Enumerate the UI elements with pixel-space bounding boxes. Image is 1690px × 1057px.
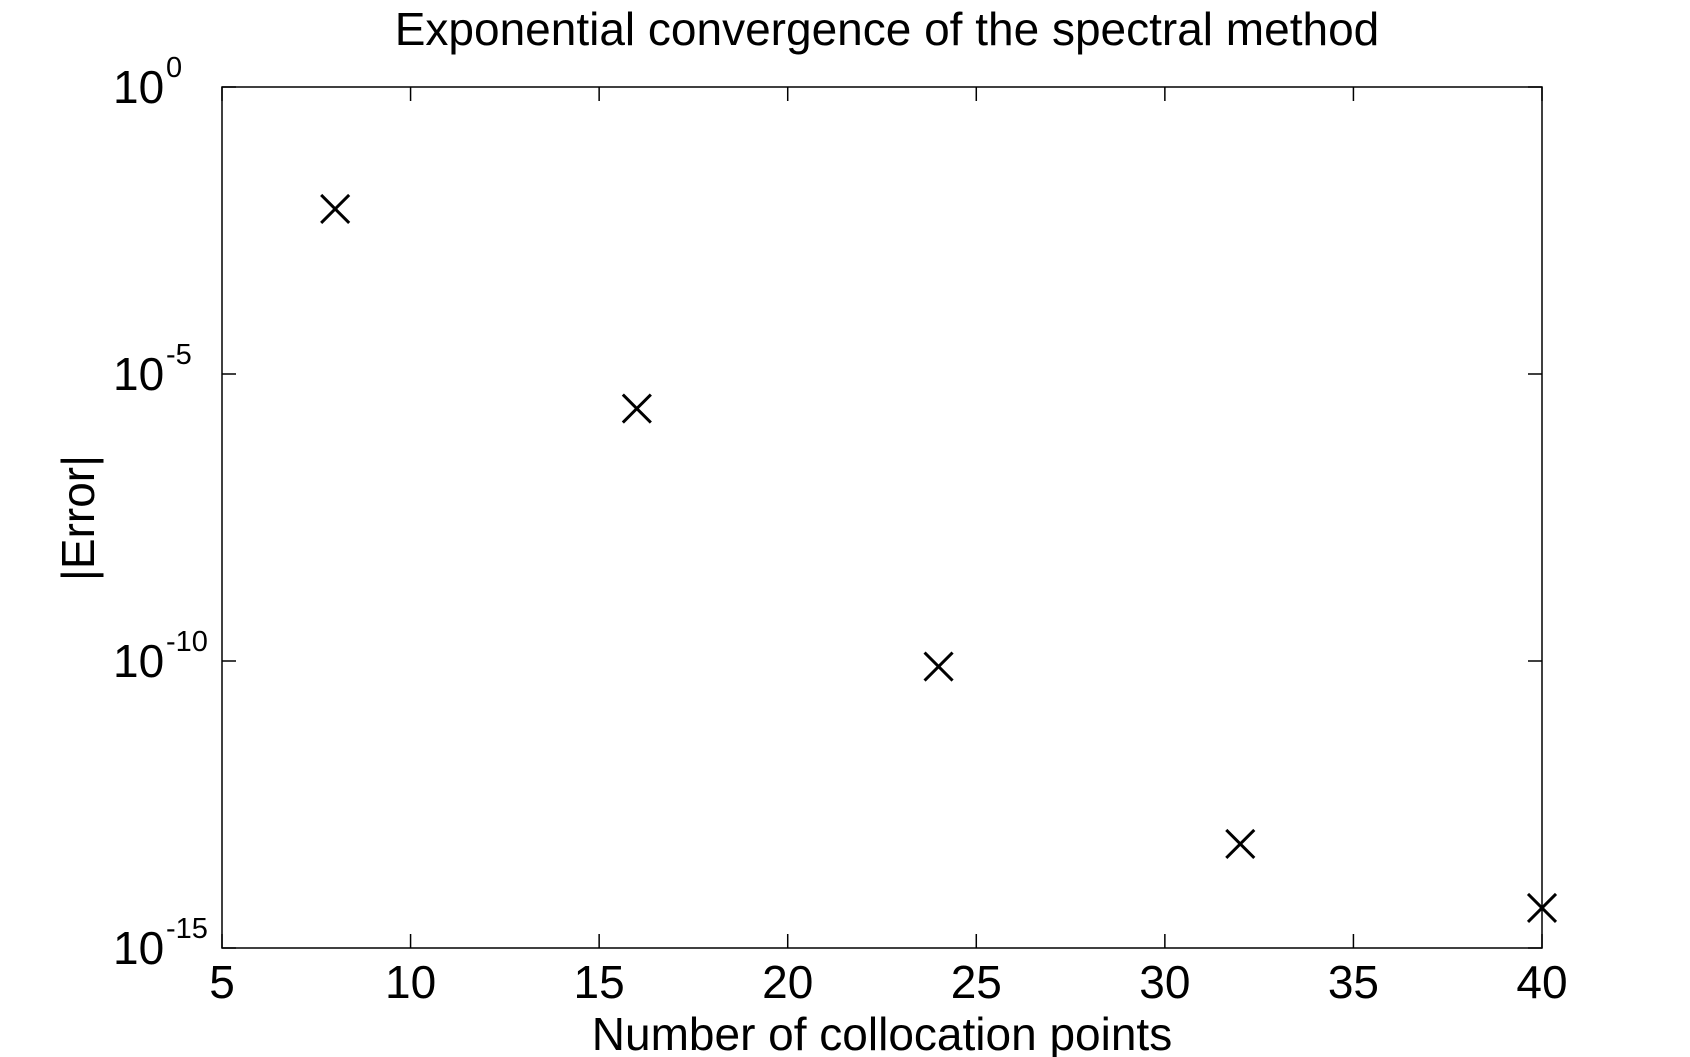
data-point-marker: [1526, 892, 1558, 923]
x-axis-label: Number of collocation points: [592, 1008, 1172, 1057]
x-tick-label: 20: [762, 956, 813, 1008]
x-tick-label: 40: [1516, 956, 1567, 1008]
y-tick-label-base: 10: [113, 61, 164, 113]
y-tick-label-exponent: 0: [166, 52, 182, 84]
y-tick-label-exponent: -10: [166, 626, 208, 658]
y-tick-label-base: 10: [113, 348, 164, 400]
data-point-marker: [923, 651, 954, 682]
plot-area-frame: [221, 86, 1543, 949]
y-axis-label: |Error|: [52, 455, 104, 581]
chart-title: Exponential convergence of the spectral …: [395, 3, 1380, 55]
x-tick-label: 35: [1328, 956, 1379, 1008]
y-tick-label-exponent: -5: [166, 339, 192, 371]
x-tick-label: 10: [385, 956, 436, 1008]
x-tick-label: 30: [1139, 956, 1190, 1008]
y-tick-label-exponent: -15: [166, 913, 208, 945]
x-tick-label: 25: [951, 956, 1002, 1008]
y-tick-label-base: 10: [113, 922, 164, 974]
data-point-marker: [1225, 828, 1256, 859]
data-markers: [320, 193, 1558, 923]
x-axis-ticks: 5 10 15 20 25 30 35 40: [209, 87, 1568, 1008]
x-tick-label: 5: [209, 956, 235, 1008]
data-point-marker: [621, 393, 652, 424]
y-tick-label-base: 10: [113, 635, 164, 687]
x-tick-label: 15: [574, 956, 625, 1008]
data-point-marker: [320, 193, 351, 225]
